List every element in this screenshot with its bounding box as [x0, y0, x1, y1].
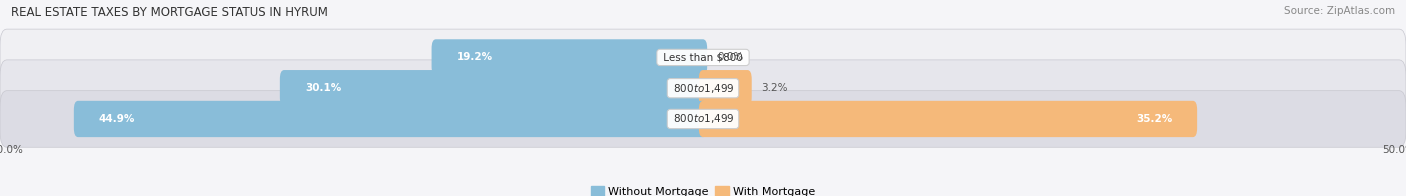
Text: REAL ESTATE TAXES BY MORTGAGE STATUS IN HYRUM: REAL ESTATE TAXES BY MORTGAGE STATUS IN …: [11, 6, 328, 19]
Text: 3.2%: 3.2%: [762, 83, 787, 93]
Text: $800 to $1,499: $800 to $1,499: [671, 82, 735, 95]
FancyBboxPatch shape: [0, 60, 1406, 116]
FancyBboxPatch shape: [432, 39, 707, 76]
FancyBboxPatch shape: [0, 91, 1406, 147]
FancyBboxPatch shape: [0, 29, 1406, 86]
Legend: Without Mortgage, With Mortgage: Without Mortgage, With Mortgage: [586, 182, 820, 196]
FancyBboxPatch shape: [699, 70, 752, 106]
Text: Less than $800: Less than $800: [659, 53, 747, 63]
Text: 35.2%: 35.2%: [1136, 114, 1173, 124]
Text: 30.1%: 30.1%: [305, 83, 342, 93]
Text: 19.2%: 19.2%: [457, 53, 492, 63]
FancyBboxPatch shape: [280, 70, 707, 106]
Text: $800 to $1,499: $800 to $1,499: [671, 113, 735, 125]
FancyBboxPatch shape: [699, 101, 1197, 137]
Text: Source: ZipAtlas.com: Source: ZipAtlas.com: [1284, 6, 1395, 16]
FancyBboxPatch shape: [75, 101, 707, 137]
Text: 0.0%: 0.0%: [717, 53, 744, 63]
Text: 44.9%: 44.9%: [98, 114, 135, 124]
